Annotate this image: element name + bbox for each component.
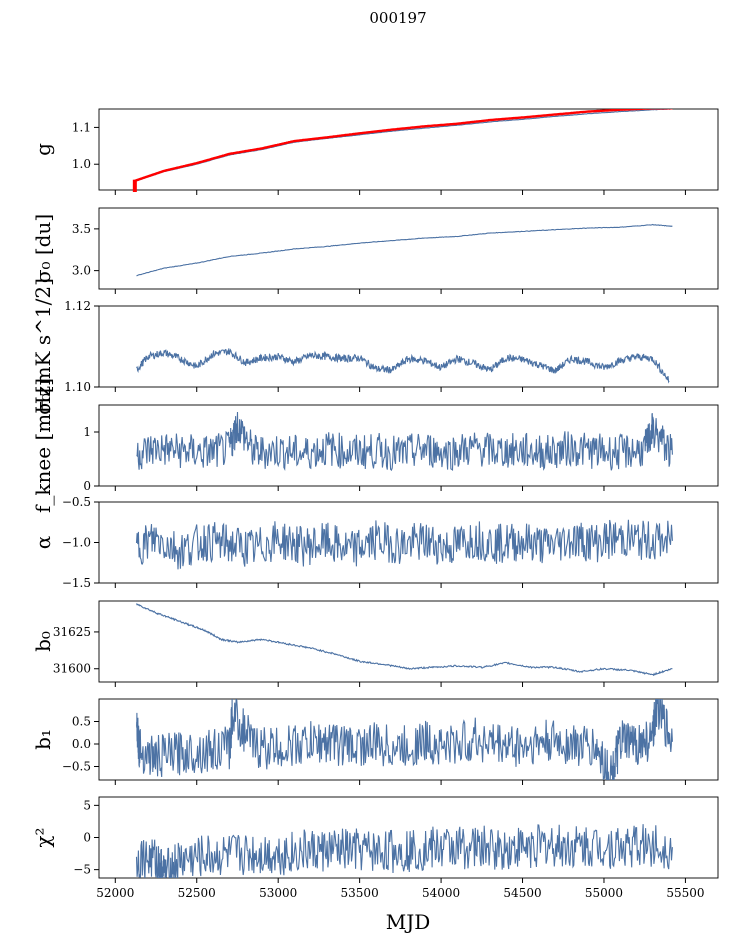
- series-line: [136, 348, 670, 384]
- y-tick-label: 31625: [53, 625, 91, 639]
- plot-frame: [98, 698, 719, 781]
- x-tick-label: 52500: [178, 886, 216, 900]
- y-axis-label: α: [31, 536, 55, 550]
- highlight-series-line: [134, 109, 673, 182]
- y-tick-label: 31600: [53, 662, 91, 676]
- series-line: [136, 411, 673, 472]
- plot-frame: [98, 501, 719, 584]
- panel-4: 0 1 f_knee [mHz]: [31, 378, 719, 513]
- y-tick-label: −0.5: [62, 495, 91, 509]
- x-tick-label: 52000: [96, 886, 134, 900]
- y-tick-label: 5: [83, 798, 91, 812]
- x-tick-label: 55500: [666, 886, 704, 900]
- y-axis-label: f_knee [mHz]: [31, 378, 55, 513]
- series-line: [136, 603, 673, 677]
- plot-frame: [98, 305, 719, 388]
- panel-5: −1.5 −1.0 −0.5 α: [31, 495, 719, 590]
- plot-frame: [98, 600, 719, 683]
- x-tick-label: 55000: [585, 886, 623, 900]
- y-axis-label: g: [31, 143, 55, 156]
- series-line: [135, 519, 673, 570]
- y-tick-label: 0: [83, 479, 91, 493]
- y-tick-label: 1.10: [64, 380, 91, 394]
- y-axis-label: b₁: [31, 729, 55, 750]
- panel-1: 1.0 1.1 g: [31, 108, 719, 195]
- plot-frame: [98, 404, 719, 487]
- series-line: [135, 699, 673, 780]
- y-axis-label: σ₀ [du]: [31, 214, 55, 283]
- y-tick-label: 1: [83, 425, 91, 439]
- x-tick-label: 54500: [503, 886, 541, 900]
- y-tick-label: 0.0: [72, 737, 91, 751]
- plot-frame: [98, 207, 719, 290]
- x-tick-label: 54000: [422, 886, 460, 900]
- panels: 1.0 1.1 g 3.0 3.5 σ₀ [du] 1.10 1.12 σ₀[mK s^1/2]…: [31, 108, 719, 900]
- panel-8: −5 0 5 52000 52500 53000 53500 54000 54500 55000 5…: [31, 796, 719, 900]
- y-axis-label: b₀: [31, 631, 55, 652]
- x-tick-label: 53500: [341, 886, 379, 900]
- y-tick-label: −0.5: [62, 760, 91, 774]
- y-tick-label: 3.5: [72, 222, 91, 236]
- series-line: [136, 109, 673, 182]
- y-tick-label: −5: [73, 863, 91, 877]
- panel-7: −0.5 0.0 0.5 b₁: [31, 698, 719, 785]
- figure-title: 000197: [369, 9, 426, 27]
- y-tick-label: 1.1: [72, 120, 91, 134]
- highlight-marker: [132, 179, 137, 192]
- y-tick-label: 1.12: [64, 299, 91, 313]
- x-axis-label: MJD: [386, 910, 431, 934]
- y-tick-label: −1.5: [62, 576, 91, 590]
- plot-frame: [98, 108, 719, 191]
- y-axis-label: σ₀[mK s^1/2]: [31, 278, 55, 415]
- panel-3: 1.10 1.12 σ₀[mK s^1/2]: [31, 278, 719, 415]
- y-tick-label: 0.5: [72, 715, 91, 729]
- series-line: [135, 824, 673, 878]
- series-line: [136, 223, 673, 277]
- y-tick-label: 0: [83, 831, 91, 845]
- panel-2: 3.0 3.5 σ₀ [du]: [31, 207, 719, 294]
- x-tick-label: 53000: [259, 886, 297, 900]
- y-tick-label: 1.0: [72, 157, 91, 171]
- y-tick-label: 3.0: [72, 264, 91, 278]
- y-axis-label: χ²: [31, 827, 55, 847]
- y-tick-label: −1.0: [62, 536, 91, 550]
